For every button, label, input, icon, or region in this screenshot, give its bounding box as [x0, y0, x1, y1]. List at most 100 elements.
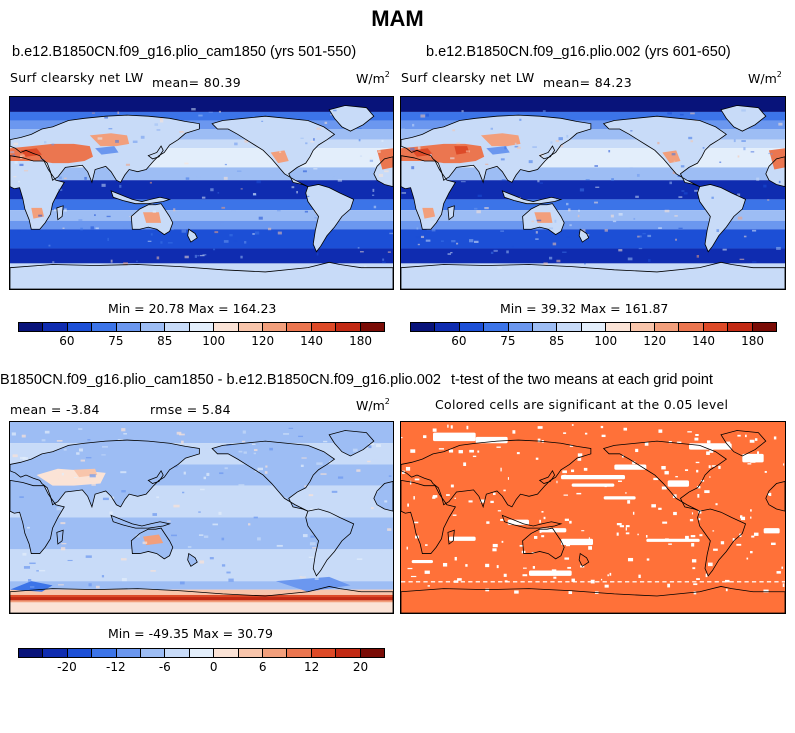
insignificant-cell: [514, 590, 519, 594]
coastline: [502, 515, 561, 528]
insignificant-cell: [522, 574, 528, 577]
speckle: [171, 534, 177, 537]
speckle: [63, 177, 67, 180]
speckle: [120, 558, 127, 561]
speckle: [733, 139, 736, 143]
insignificant-cell: [442, 562, 448, 567]
coastline: [540, 146, 555, 159]
insignificant-cell: [673, 511, 677, 516]
speckle: [142, 541, 148, 545]
insignificant-cell: [725, 579, 730, 583]
speckle: [382, 258, 385, 261]
colorbar-swatch: [557, 323, 582, 331]
speckle: [67, 559, 73, 562]
insignificant-cell: [571, 578, 575, 582]
speckle: [115, 139, 119, 143]
colorbar-tick-label: 140: [300, 334, 324, 348]
speckle: [147, 240, 152, 242]
panel3-colorbar: [18, 648, 385, 658]
insignificant-area: [742, 453, 764, 463]
speckle: [484, 207, 489, 210]
insignificant-cell: [537, 426, 543, 429]
speckle: [752, 229, 757, 232]
colorbar-swatch: [43, 323, 68, 331]
lat-band: [10, 129, 393, 140]
insignificant-cell: [427, 585, 430, 587]
insignificant-cell: [539, 530, 542, 533]
speckle: [117, 111, 120, 115]
insignificant-cell: [457, 578, 462, 581]
speckle: [369, 157, 372, 159]
speckle: [85, 555, 92, 558]
speckle: [221, 168, 225, 170]
land-shading: [56, 530, 64, 545]
speckle: [316, 252, 319, 256]
speckle: [308, 556, 314, 558]
speckle: [388, 443, 393, 445]
insignificant-cell: [625, 532, 630, 535]
insignificant-cell: [638, 574, 641, 579]
insignificant-cell: [571, 469, 575, 473]
speckle: [36, 570, 40, 572]
speckle: [269, 175, 273, 178]
speckle: [243, 451, 247, 454]
cool-region: [95, 146, 119, 155]
insignificant-area: [561, 475, 625, 480]
insignificant-cell: [445, 581, 451, 583]
speckle: [535, 231, 538, 234]
speckle: [531, 220, 535, 223]
speckle: [388, 475, 392, 477]
speckle: [29, 562, 36, 565]
lat-band: [10, 220, 393, 230]
speckle: [187, 546, 192, 548]
insignificant-cell: [771, 542, 776, 546]
speckle: [101, 446, 108, 448]
speckle: [490, 251, 494, 254]
coastline: [10, 156, 64, 230]
insignificant-cell: [737, 581, 742, 583]
speckle: [13, 176, 17, 178]
insignificant-cell: [662, 581, 667, 583]
lat-band: [10, 594, 393, 599]
map-field: [401, 422, 785, 613]
insignificant-cell: [577, 457, 582, 461]
speckle: [269, 447, 273, 451]
insignificant-cell: [691, 543, 695, 547]
speckle: [594, 201, 598, 204]
warm-region: [142, 534, 164, 546]
speckle: [376, 444, 381, 448]
insignificant-cell: [706, 451, 710, 455]
speckle: [310, 508, 314, 511]
insignificant-cell: [438, 448, 445, 450]
insignificant-cell: [697, 493, 700, 498]
speckle: [19, 456, 26, 460]
lat-band: [401, 199, 785, 211]
lat-band: [401, 129, 785, 140]
insignificant-cell: [500, 518, 504, 521]
speckle: [124, 144, 127, 147]
speckle: [228, 512, 235, 514]
insignificant-cell: [407, 503, 409, 507]
speckle: [584, 262, 586, 265]
speckle: [123, 433, 127, 435]
coastline: [212, 116, 334, 186]
insignificant-cell: [726, 441, 731, 445]
insignificant-cell: [625, 525, 630, 528]
speckle: [359, 251, 364, 253]
panel4-subtitle: Colored cells are significant at the 0.0…: [435, 397, 729, 412]
panel3-map: [9, 421, 394, 614]
speckle: [658, 227, 662, 229]
lat-band: [10, 517, 393, 550]
insignificant-cell: [689, 518, 694, 522]
speckle: [218, 110, 222, 113]
panel3-rmse-label: rmse = 5.84: [150, 402, 231, 417]
coastline: [698, 184, 746, 251]
colorbar-tick-label: 0: [209, 660, 218, 674]
speckle: [681, 190, 685, 192]
colorbar-swatch: [238, 649, 264, 657]
insignificant-cell: [750, 460, 756, 463]
insignificant-cell: [522, 567, 527, 569]
lat-band: [10, 602, 393, 613]
speckle: [213, 248, 216, 251]
speckle: [680, 165, 685, 168]
